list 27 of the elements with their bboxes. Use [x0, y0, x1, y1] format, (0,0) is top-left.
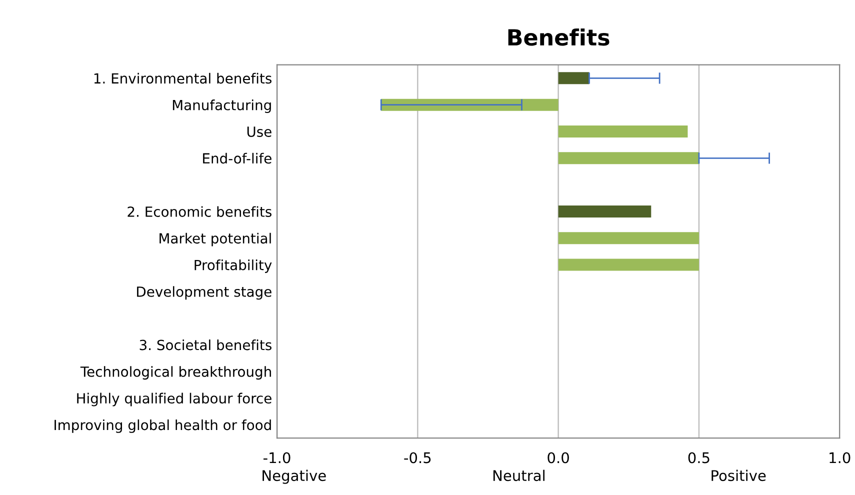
y-tick-label: Manufacturing — [172, 100, 271, 113]
y-tick-label: Use — [247, 126, 272, 137]
bar — [558, 125, 688, 138]
y-tick-label: Highly qualified labour force — [77, 392, 272, 406]
chart-title: Benefits — [508, 28, 610, 46]
x-tick-label: -0.5 — [404, 452, 431, 464]
y-tick-label: 3. Societal benefits — [140, 339, 272, 350]
x-tick-label: -1.0 — [264, 452, 290, 464]
bar — [558, 205, 652, 218]
y-tick-label: Technological breakthrough — [80, 366, 271, 380]
x-tick-label: 1.0 — [830, 452, 850, 464]
text: Positive — [712, 470, 766, 482]
x-tick-label: 0.5 — [688, 452, 710, 464]
y-tick-label: End-of-life — [203, 152, 272, 164]
bar — [558, 258, 699, 271]
y-tick-label: 1. Environmental benefits — [94, 72, 272, 84]
text: Negative — [262, 470, 326, 484]
bar — [558, 232, 699, 244]
bar — [558, 152, 699, 164]
y-tick-label: Development stage — [137, 286, 272, 300]
y-tick-label: 2. Economic benefits — [128, 206, 272, 217]
text: Neutral — [493, 470, 544, 482]
bar — [558, 72, 590, 84]
y-tick-label: Profitability — [194, 260, 272, 273]
y-tick-label: Market potential — [160, 232, 271, 246]
y-tick-label: Improving global health or food — [54, 419, 271, 433]
x-tick-label: 0.0 — [548, 452, 569, 464]
